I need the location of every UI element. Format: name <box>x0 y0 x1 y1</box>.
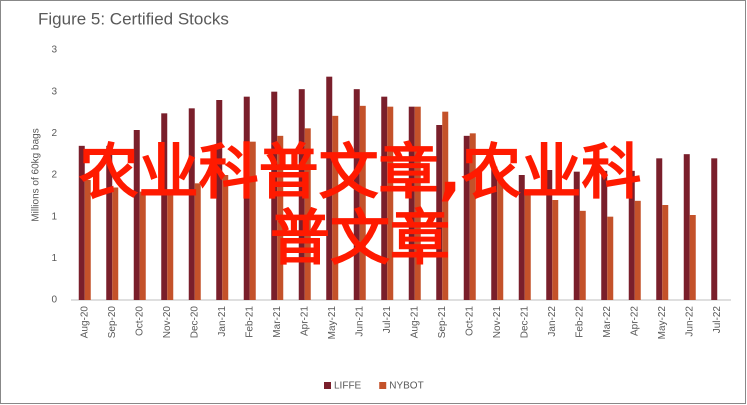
legend-label: NYBOT <box>389 381 423 392</box>
x-tick-label: Jan-22 <box>547 306 558 337</box>
y-tick-label: 3 <box>51 86 57 97</box>
bar <box>469 133 476 300</box>
bar <box>381 96 388 301</box>
bar <box>277 135 284 300</box>
x-tick-label: May-22 <box>657 306 668 340</box>
legend-swatch <box>379 382 387 389</box>
bar <box>133 130 140 300</box>
legend-swatch <box>324 382 331 389</box>
bar <box>497 175 504 300</box>
y-tick-label: 3 <box>51 45 57 56</box>
x-tick-label: Apr-21 <box>299 306 310 336</box>
bar <box>332 115 339 300</box>
x-tick-label: Jul-21 <box>382 306 393 334</box>
overlay-text: 农业科普文章,农业科普文章 <box>78 138 642 274</box>
x-tick-label: Dec-21 <box>519 306 530 339</box>
bar <box>249 141 256 300</box>
x-tick-label: Nov-20 <box>162 306 173 339</box>
bar <box>524 191 531 300</box>
bar <box>683 154 690 300</box>
bar <box>353 89 360 301</box>
y-axis-label: Millions of 60kg bags <box>31 128 42 221</box>
bar <box>442 111 449 301</box>
x-tick-label: Jun-21 <box>354 306 365 337</box>
x-tick-label: Oct-21 <box>464 306 475 336</box>
x-tick-label: Jun-22 <box>684 306 695 337</box>
x-tick-label: Oct-20 <box>134 306 145 336</box>
bar <box>711 158 718 300</box>
bar <box>408 106 415 301</box>
x-tick-label: Aug-20 <box>79 306 90 339</box>
x-tick-label: Sep-20 <box>107 306 118 339</box>
bar <box>167 191 174 300</box>
bar <box>463 135 470 300</box>
bar <box>298 89 305 301</box>
bar <box>78 145 85 300</box>
x-tick-label: Mar-21 <box>272 306 283 338</box>
bar <box>139 191 146 300</box>
bar <box>689 215 696 300</box>
bar <box>112 187 119 300</box>
bar <box>359 105 366 300</box>
bar <box>243 96 250 301</box>
bar <box>188 108 195 300</box>
x-tick-label: Feb-22 <box>574 306 585 338</box>
bar <box>573 171 580 300</box>
bar <box>414 106 421 301</box>
bar <box>552 200 559 300</box>
bar <box>546 170 553 300</box>
bar <box>222 175 229 300</box>
bar <box>436 125 443 300</box>
bar <box>579 210 586 300</box>
bar <box>518 175 525 300</box>
bar <box>634 200 641 300</box>
bar <box>628 170 635 300</box>
x-tick-label: Aug-21 <box>409 306 420 339</box>
bar <box>84 180 91 300</box>
bar <box>216 100 223 300</box>
x-tick-label: Apr-22 <box>629 306 640 336</box>
bar <box>304 128 311 300</box>
bar <box>601 170 608 300</box>
x-tick-label: Feb-21 <box>244 306 255 338</box>
bar <box>326 76 333 301</box>
x-tick-label: May-21 <box>327 306 338 340</box>
bar <box>161 113 168 300</box>
y-tick-label: 0 <box>51 295 57 306</box>
bar <box>271 91 278 301</box>
x-tick-label: Mar-22 <box>602 306 613 338</box>
bar <box>656 158 663 300</box>
bar <box>106 145 113 300</box>
bar <box>607 216 614 300</box>
y-tick-label: 2 <box>51 170 57 181</box>
bar <box>387 106 394 301</box>
bar <box>491 166 498 300</box>
y-tick-label: 2 <box>51 128 57 139</box>
chart-title: Figure 5: Certified Stocks <box>38 9 229 28</box>
x-tick-label: Nov-21 <box>492 306 503 339</box>
bar <box>194 183 201 300</box>
x-tick-label: Jul-22 <box>712 306 723 334</box>
x-tick-label: Jan-21 <box>217 306 228 337</box>
y-tick-label: 1 <box>51 211 57 222</box>
legend-label: LIFFE <box>334 381 362 392</box>
y-tick-label: 1 <box>51 253 57 264</box>
x-tick-label: Sep-21 <box>437 306 448 339</box>
bar <box>662 205 669 300</box>
x-tick-label: Dec-20 <box>189 306 200 339</box>
